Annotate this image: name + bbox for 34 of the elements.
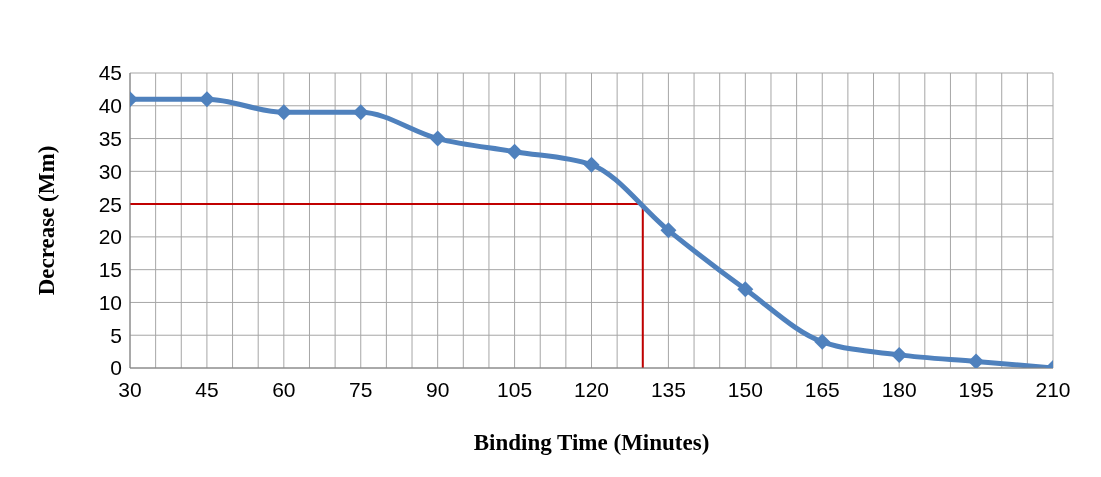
y-tick-label: 0 <box>110 356 122 380</box>
point <box>275 104 292 121</box>
point <box>583 156 600 173</box>
point <box>429 130 446 147</box>
y-tick-label: 10 <box>98 290 122 314</box>
point <box>737 281 754 298</box>
point <box>814 333 831 350</box>
y-tick-label: 20 <box>98 225 122 249</box>
y-tick-label: 5 <box>110 323 122 347</box>
y-tick-label: 45 <box>98 61 122 85</box>
x-tick-label: 60 <box>272 377 296 401</box>
x-tick-label: 90 <box>425 377 450 401</box>
x-tick-label: 165 <box>804 377 840 401</box>
x-tick-label: 45 <box>195 377 219 401</box>
y-tick-label: 15 <box>98 258 122 282</box>
x-tick-label: 105 <box>497 377 533 401</box>
x-tick-label: 195 <box>958 377 994 401</box>
x-tick-label: 210 <box>1035 377 1071 401</box>
y-tick-label: 35 <box>98 127 122 151</box>
point <box>660 222 677 239</box>
x-axis-title: Binding Time (Minutes) <box>473 430 710 455</box>
x-tick-label: 135 <box>650 377 686 401</box>
x-tick-label: 75 <box>349 377 373 401</box>
x-tick-label: 120 <box>573 377 610 401</box>
y-tick-label: 40 <box>98 94 122 118</box>
y-tick-label: 30 <box>98 159 122 183</box>
y-axis-title: Decrease (Mm) <box>34 145 60 296</box>
x-tick-label: 180 <box>881 377 917 401</box>
point <box>506 143 523 160</box>
point <box>352 104 369 121</box>
point <box>968 353 985 368</box>
y-tick-label: 25 <box>98 192 122 216</box>
x-tick-label: 150 <box>727 377 763 401</box>
point <box>891 346 908 363</box>
